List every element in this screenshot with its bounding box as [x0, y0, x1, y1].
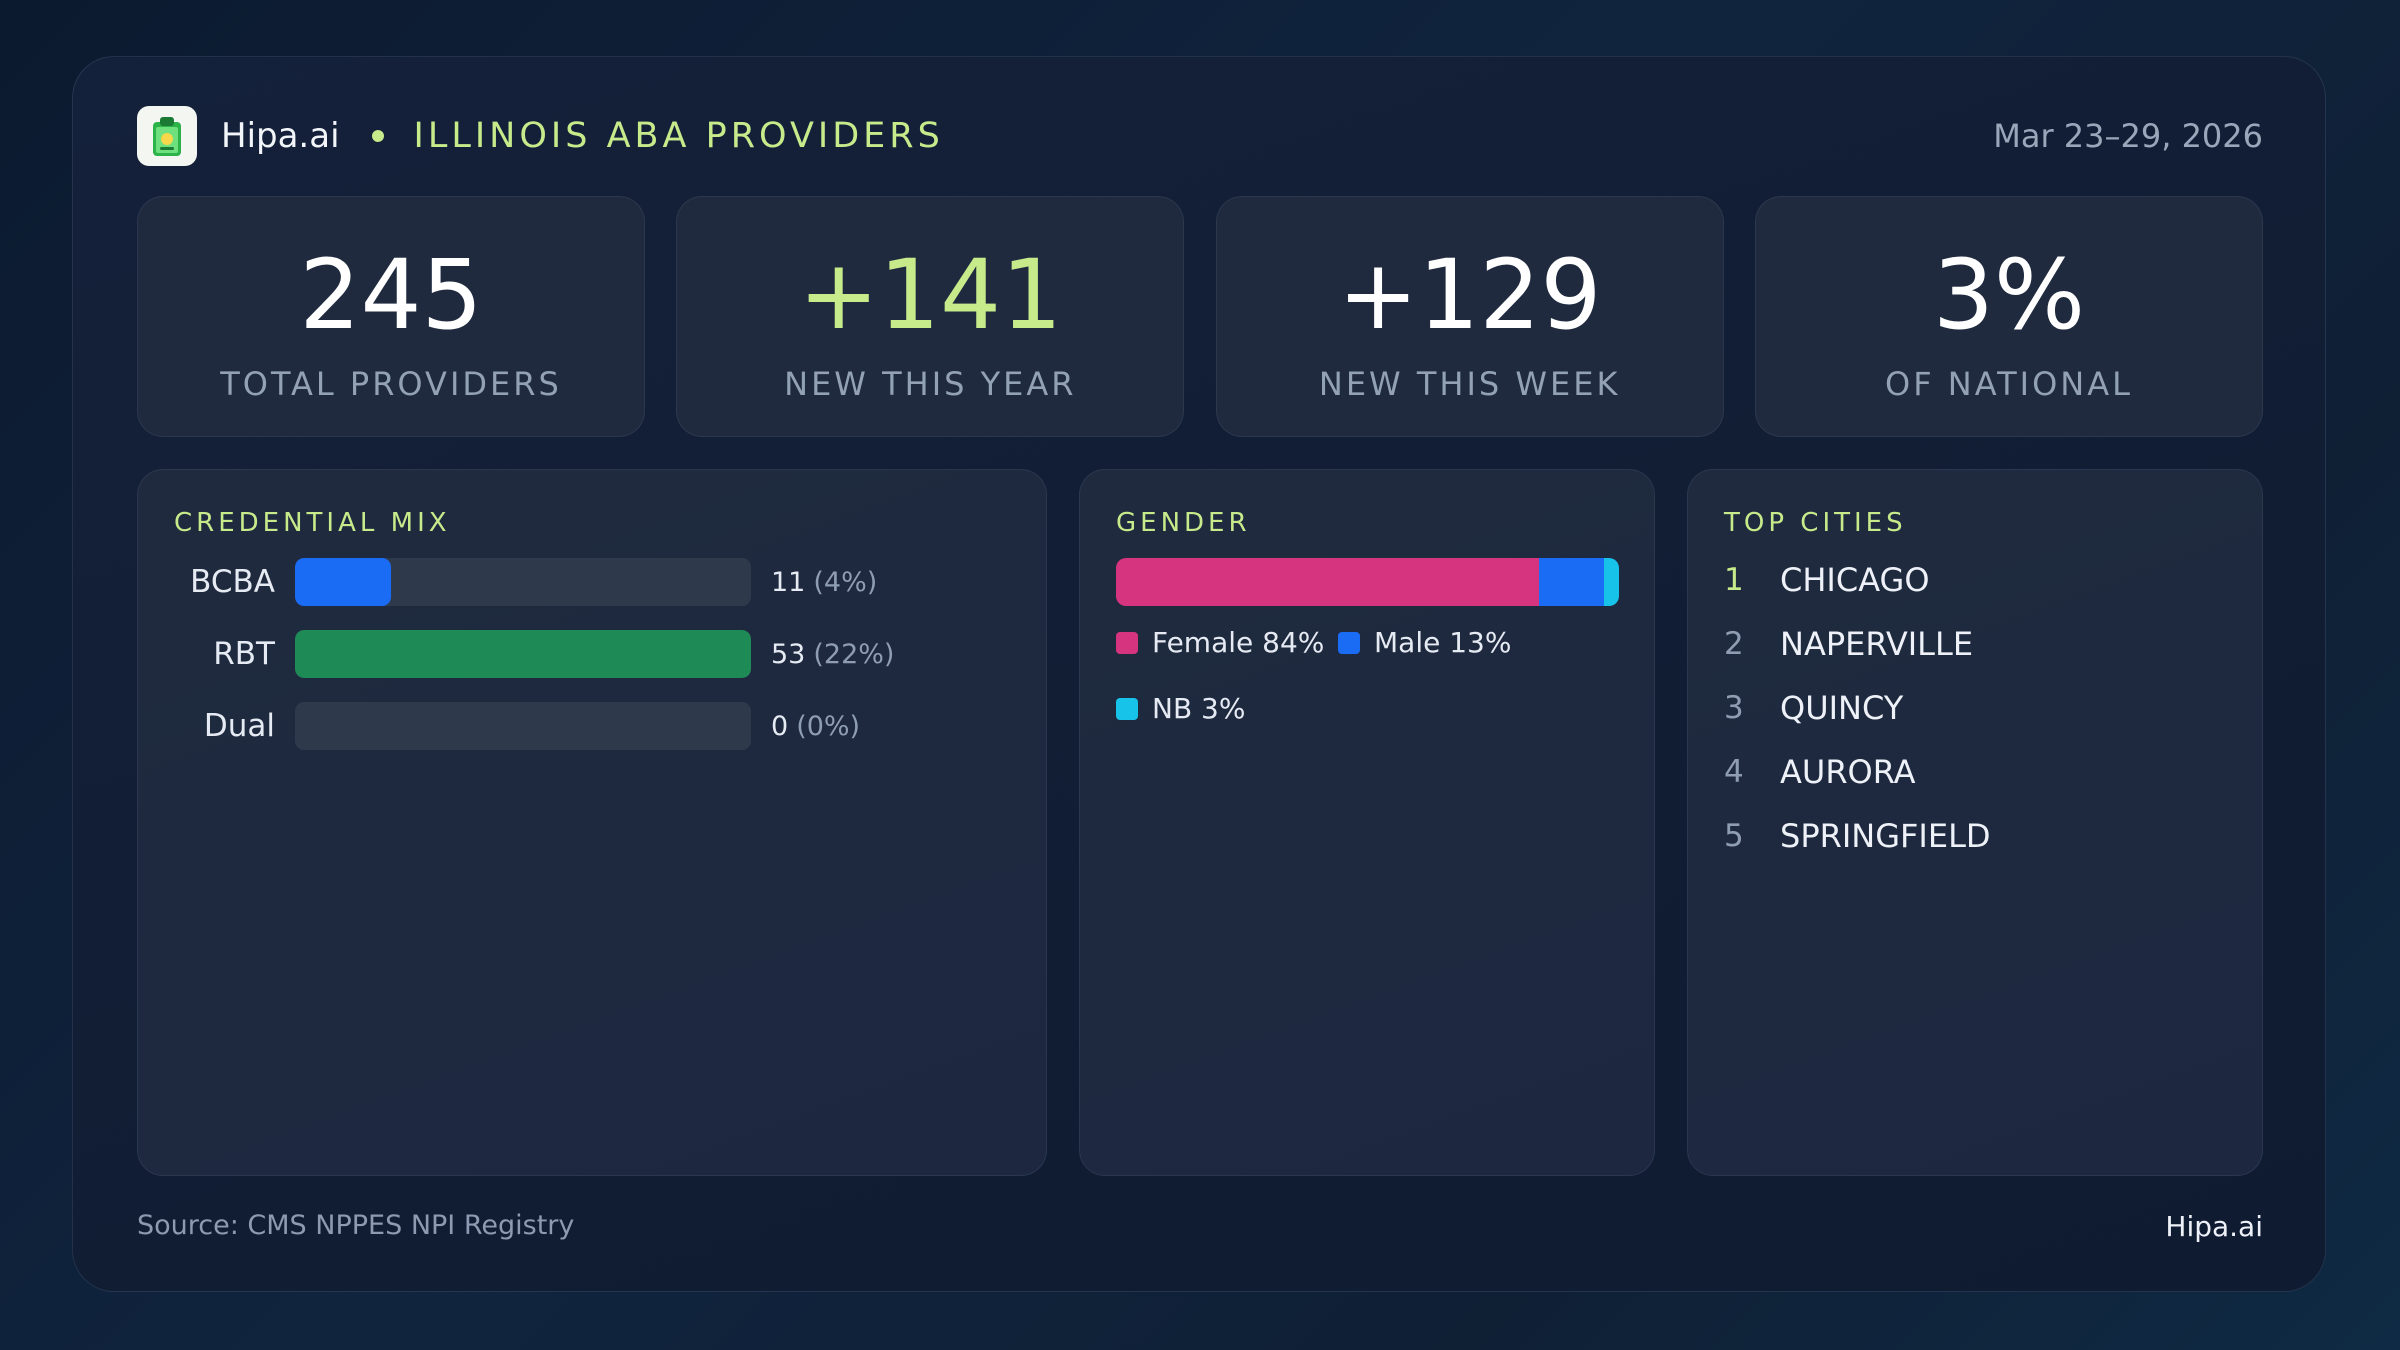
kpi-label: OF NATIONAL: [1885, 365, 2133, 403]
credential-percent: (4%): [813, 566, 878, 598]
credential-count: 0 (0%): [771, 710, 861, 742]
gender-segment-female: [1116, 558, 1539, 606]
legend-swatch: [1116, 697, 1138, 720]
list-item: 3 QUINCY: [1724, 688, 1903, 728]
kpi-total-providers: 245 TOTAL PROVIDERS: [137, 196, 645, 437]
gender-stacked-bar: [1116, 558, 1619, 606]
city-rank: 2: [1724, 626, 1744, 662]
city-rank: 1: [1724, 562, 1744, 598]
credential-row-rbt: RBT 53 (22%): [138, 630, 894, 678]
credential-row-dual: Dual 0 (0%): [138, 702, 860, 750]
panel-title: TOP CITIES: [1724, 508, 1907, 538]
credential-bar-fill: [295, 630, 751, 678]
list-item: 1 CHICAGO: [1724, 560, 1930, 600]
city-name: QUINCY: [1780, 689, 1904, 727]
gender-segment-male: [1538, 558, 1604, 606]
header: Hipa.ai ILLINOIS ABA PROVIDERS Mar 23–29…: [137, 106, 2263, 166]
credential-name: Dual: [203, 708, 275, 744]
city-rank: 5: [1724, 818, 1744, 854]
credential-percent: (22%): [813, 638, 895, 670]
city-rank: 4: [1724, 754, 1744, 790]
list-item: 5 SPRINGFIELD: [1724, 816, 1991, 856]
footer-brand: Hipa.ai: [2165, 1210, 2263, 1243]
kpi-new-this-year: +141 NEW THIS YEAR: [676, 196, 1185, 437]
kpi-value: 3%: [1932, 239, 2086, 351]
credential-count: 53 (22%): [771, 638, 895, 670]
panel-title: GENDER: [1116, 508, 1251, 538]
city-rank: 3: [1724, 690, 1744, 726]
gender-segment-nb: [1603, 558, 1619, 606]
credential-bar-track: [295, 630, 751, 678]
top-cities-panel: TOP CITIES 1 CHICAGO 2 NAPERVILLE 3 QUIN…: [1687, 469, 2263, 1176]
credential-count: 11 (4%): [771, 566, 878, 598]
credential-row-bcba: BCBA 11 (4%): [138, 558, 877, 606]
legend-female: Female 84%: [1116, 626, 1324, 659]
credential-mix-panel: CREDENTIAL MIX BCBA 11 (4%) RBT 53 (22%) D…: [137, 469, 1047, 1176]
credential-name: RBT: [213, 636, 275, 672]
legend-label: NB 3%: [1152, 692, 1246, 725]
kpi-label: NEW THIS YEAR: [784, 365, 1077, 403]
kpi-new-this-week: +129 NEW THIS WEEK: [1215, 196, 1724, 437]
list-item: 2 NAPERVILLE: [1724, 624, 1973, 664]
source-note: Source: CMS NPPES NPI Registry: [137, 1210, 575, 1241]
page-title: ILLINOIS ABA PROVIDERS: [413, 116, 944, 156]
kpi-value: +141: [798, 239, 1063, 351]
credential-bar-track: [295, 558, 751, 606]
credential-bar-track: [295, 702, 751, 750]
date-range: Mar 23–29, 2026: [1993, 117, 2263, 155]
legend-swatch: [1338, 631, 1360, 654]
kpi-label: NEW THIS WEEK: [1318, 365, 1621, 403]
separator-dot: [371, 130, 384, 142]
kpi-value: 245: [299, 239, 483, 351]
legend-label: Female 84%: [1152, 626, 1325, 659]
legend-swatch: [1116, 631, 1138, 654]
kpi-row: 245 TOTAL PROVIDERS +141 NEW THIS YEAR +…: [137, 196, 2263, 437]
kpi-of-national: 3% OF NATIONAL: [1754, 196, 2263, 437]
panel-title: CREDENTIAL MIX: [174, 508, 451, 538]
city-name: CHICAGO: [1780, 561, 1930, 599]
city-name: NAPERVILLE: [1780, 625, 1974, 663]
credential-percent: (0%): [796, 710, 861, 742]
legend-nb: NB 3%: [1116, 692, 1245, 725]
legend-label: Male 13%: [1374, 626, 1512, 659]
legend-male: Male 13%: [1338, 626, 1511, 659]
credential-name: BCBA: [190, 564, 275, 600]
city-name: AURORA: [1780, 753, 1916, 791]
list-item: 4 AURORA: [1724, 752, 1916, 792]
kpi-value: +129: [1337, 239, 1602, 351]
city-name: SPRINGFIELD: [1780, 817, 1991, 855]
brand-name: Hipa.ai: [221, 116, 340, 156]
gender-panel: GENDER Female 84% Male 13% NB 3%: [1079, 469, 1655, 1176]
kpi-label: TOTAL PROVIDERS: [220, 365, 562, 403]
clipboard-icon: [137, 106, 197, 166]
credential-bar-fill: [295, 558, 391, 606]
